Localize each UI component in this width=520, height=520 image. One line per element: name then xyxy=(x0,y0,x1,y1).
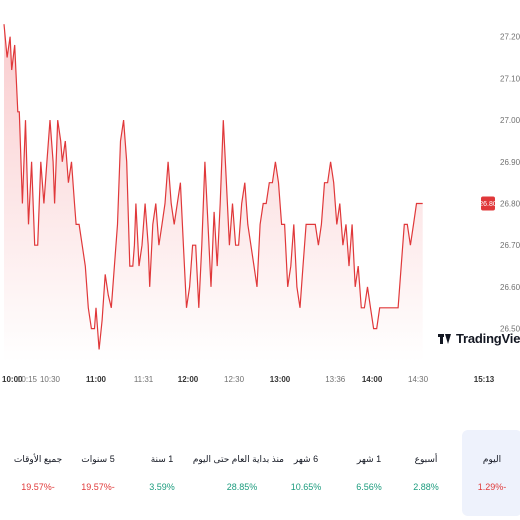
period-tab[interactable]: اليوم 1.29%- xyxy=(462,430,520,516)
last-price-label: 26.80 xyxy=(479,201,497,208)
period-tab-label: 5 سنوات xyxy=(81,454,115,464)
period-tab-label: 1 شهر xyxy=(356,454,382,464)
x-tick-label: 10:00 xyxy=(2,375,23,384)
tradingview-logo-text: TradingView xyxy=(456,331,520,346)
x-tick-label: 10:15 xyxy=(17,375,38,384)
x-tick-label: 12:30 xyxy=(224,375,245,384)
x-tick-label: 11:00 xyxy=(86,375,107,384)
y-tick-label: 27.10 xyxy=(500,74,520,83)
period-tab-label: 6 شهر xyxy=(293,454,319,464)
period-tab-value: 3.59% xyxy=(149,482,175,492)
period-tab-value: 19.57%- xyxy=(81,482,115,492)
x-tick-label: 13:00 xyxy=(270,375,291,384)
x-tick-label: 14:30 xyxy=(408,375,429,384)
x-tick-label: 14:00 xyxy=(362,375,383,384)
x-tick-label: 13:36 xyxy=(325,375,346,384)
period-tab[interactable]: 1 شهر 6.56% xyxy=(341,430,397,516)
period-tab-label: جميع الأوقات xyxy=(13,454,63,464)
y-tick-label: 26.90 xyxy=(500,158,520,167)
y-tick-label: 26.80 xyxy=(500,200,520,209)
period-tab[interactable]: أسبوع 2.88% xyxy=(398,430,454,516)
x-tick-label: 15:13 xyxy=(474,375,495,384)
period-tab[interactable]: 5 سنوات 19.57%- xyxy=(70,430,126,516)
price-line xyxy=(3,24,423,350)
last-price-marker: 26.80 xyxy=(479,196,497,211)
tradingview-logo[interactable]: TradingView xyxy=(438,331,520,346)
period-tab-label: أسبوع xyxy=(414,454,438,464)
y-tick-label: 27.20 xyxy=(500,33,520,42)
y-tick-label: 26.70 xyxy=(500,241,520,250)
period-tab-value: 19.57%- xyxy=(21,482,55,492)
y-tick-label: 27.00 xyxy=(500,116,520,125)
period-tab-value: 28.85% xyxy=(226,482,258,492)
period-tab-label: 1 سنة xyxy=(150,454,174,464)
y-tick-label: 26.60 xyxy=(500,283,520,292)
period-tab-value: 2.88% xyxy=(413,482,439,492)
period-tab[interactable]: جميع الأوقات 19.57%- xyxy=(10,430,66,516)
x-tick-label: 12:00 xyxy=(178,375,199,384)
y-tick-label: 26.50 xyxy=(500,325,520,334)
price-chart[interactable]: 27.20 27.10 27.00 26.90 26.80 26.70 26.60 26.50… xyxy=(0,0,520,400)
period-tab-label: منذ بداية العام حتى اليوم xyxy=(192,454,284,464)
period-tab[interactable]: منذ بداية العام حتى اليوم 28.85% xyxy=(192,430,284,516)
period-tab-label: اليوم xyxy=(482,454,502,464)
y-axis: 27.20 27.10 27.00 26.90 26.80 26.70 26.60 26.50 xyxy=(500,33,520,334)
period-tab-value: 6.56% xyxy=(356,482,382,492)
period-tabs: اليوم 1.29%- أسبوع 2.88% 1 شهر 6.56% 6 شهر 10.6… xyxy=(0,430,520,516)
x-tick-label: 11:31 xyxy=(134,375,154,384)
period-tab[interactable]: 1 سنة 3.59% xyxy=(134,430,190,516)
tradingview-icon xyxy=(438,333,452,344)
x-tick-label: 10:30 xyxy=(40,375,61,384)
price-area-fill xyxy=(4,24,423,362)
period-tab-value: 1.29%- xyxy=(477,482,507,492)
period-tab-value: 10.65% xyxy=(290,482,322,492)
period-tab[interactable]: 6 شهر 10.65% xyxy=(278,430,334,516)
